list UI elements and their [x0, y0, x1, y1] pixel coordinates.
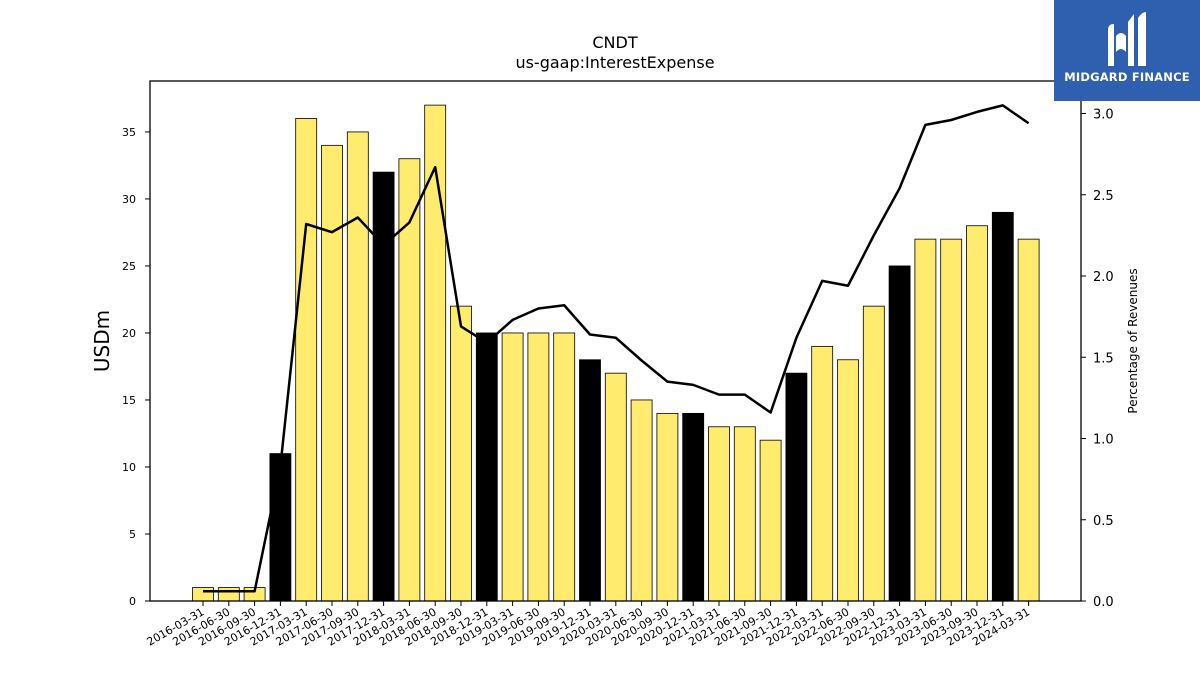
right-axis: 0.0 0.5 1.0 1.5 2.0 2.5 3.0	[1081, 108, 1114, 610]
chart-title: CNDT	[592, 33, 637, 52]
y-tick-label: 10	[122, 461, 136, 474]
y2-tick-label: 0.0	[1093, 595, 1114, 610]
logo-text: MIDGARD FINANCE	[1064, 70, 1190, 84]
y-tick-label: 5	[129, 528, 136, 541]
left-axis: 0 5 10 15 20 25 30 35	[122, 126, 150, 608]
bar-2017-03-31	[295, 118, 318, 602]
bar-2021-09-30	[759, 439, 782, 602]
y2-tick-label: 0.5	[1093, 514, 1114, 529]
midgard-finance-logo: MIDGARD FINANCE	[1054, 0, 1200, 101]
bar-2017-06-30	[321, 144, 343, 602]
y-tick-label: 0	[129, 595, 136, 608]
bar-2021-03-31	[708, 426, 730, 602]
bar-2022-06-30	[837, 359, 859, 602]
bar-2023-06-30	[940, 238, 963, 602]
x-axis: 2016-03-312016-06-302016-09-302016-12-31…	[145, 601, 1032, 649]
bar-2022-03-31	[811, 345, 834, 602]
bar-2019-09-30	[553, 332, 576, 602]
bar-2019-12-31	[579, 359, 601, 602]
bar-2020-06-30	[630, 399, 653, 602]
y2-tick-label: 2.5	[1093, 189, 1114, 204]
bar-2018-09-30	[450, 305, 472, 602]
bar-2023-09-30	[966, 225, 988, 602]
bar-2016-12-31	[269, 453, 292, 602]
right-axis-label: Percentage of Revenues	[1126, 268, 1140, 413]
bar-series	[192, 104, 1040, 602]
bar-2021-06-30	[733, 426, 756, 602]
line-series	[203, 104, 1030, 593]
bar-2022-12-31	[888, 265, 911, 602]
bar-2018-06-30	[424, 104, 447, 602]
y2-tick-label: 2.0	[1093, 270, 1114, 285]
bar-2016-06-30	[217, 587, 240, 602]
y-tick-label: 15	[122, 394, 136, 407]
bar-2020-09-30	[656, 412, 679, 602]
y-tick-label: 30	[122, 193, 136, 206]
bar-2019-03-31	[501, 332, 524, 602]
y2-tick-label: 1.5	[1093, 351, 1114, 366]
bar-2020-12-31	[682, 412, 705, 602]
bar-2016-03-31	[192, 587, 214, 602]
bar-2023-03-31	[914, 238, 937, 602]
bar-2023-12-31	[991, 211, 1014, 602]
bar-2020-03-31	[604, 372, 627, 602]
y-axis-label: USDm	[90, 310, 114, 372]
logo-mark-icon	[1108, 12, 1146, 66]
y-tick-label: 20	[122, 327, 136, 340]
y-tick-label: 25	[122, 260, 136, 273]
y-tick-label: 35	[122, 126, 136, 139]
bar-2021-12-31	[785, 372, 808, 602]
bar-2024-03-31	[1017, 238, 1040, 602]
revenue-percentage-line	[203, 104, 1030, 593]
y2-tick-label: 1.0	[1093, 433, 1114, 448]
bar-2018-12-31	[475, 332, 498, 602]
y2-tick-label: 3.0	[1093, 108, 1114, 123]
bar-2022-09-30	[862, 305, 885, 602]
bar-2019-06-30	[527, 332, 550, 602]
chart-subtitle: us-gaap:InterestExpense	[515, 53, 714, 72]
bar-2017-09-30	[346, 131, 369, 602]
bar-2018-03-31	[398, 158, 421, 602]
